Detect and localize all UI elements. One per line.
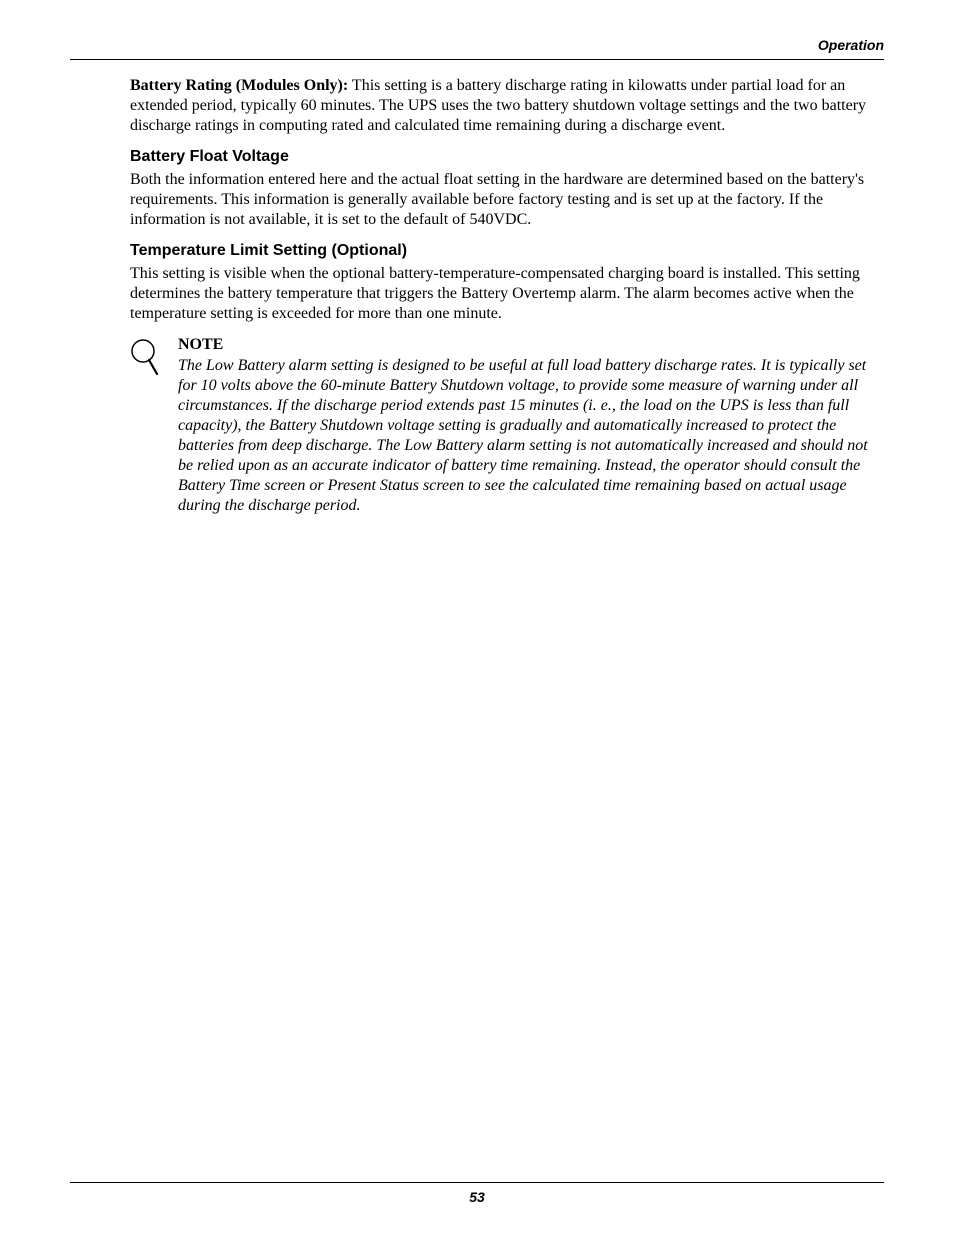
float-voltage-heading: Battery Float Voltage [130, 148, 884, 166]
battery-rating-lead: Battery Rating (Modules Only): [130, 77, 348, 94]
header-rule [70, 59, 884, 60]
running-head: Operation [70, 37, 884, 53]
temp-limit-body: This setting is visible when the optiona… [130, 264, 884, 324]
note-body: The Low Battery alarm setting is designe… [178, 356, 884, 516]
note-block: NOTE The Low Battery alarm setting is de… [130, 336, 884, 516]
temp-limit-heading: Temperature Limit Setting (Optional) [130, 242, 884, 260]
main-content: Battery Rating (Modules Only): This sett… [70, 76, 884, 516]
page: Operation Battery Rating (Modules Only):… [0, 0, 954, 1235]
footer: 53 [70, 1182, 884, 1205]
page-number: 53 [70, 1189, 884, 1205]
float-voltage-body: Both the information entered here and th… [130, 170, 884, 230]
battery-rating-paragraph: Battery Rating (Modules Only): This sett… [130, 76, 884, 136]
footer-rule [70, 1182, 884, 1183]
note-text: NOTE The Low Battery alarm setting is de… [178, 336, 884, 516]
note-label: NOTE [178, 336, 884, 354]
magnifier-icon [130, 338, 160, 381]
